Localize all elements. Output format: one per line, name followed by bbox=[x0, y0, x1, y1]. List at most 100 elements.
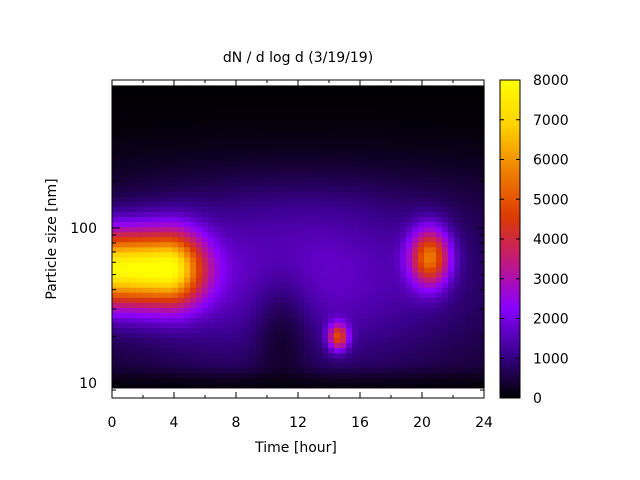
heatmap-cell bbox=[208, 347, 215, 354]
heatmap-cell bbox=[412, 287, 419, 293]
heatmap-cell bbox=[448, 297, 455, 303]
heatmap-cell bbox=[136, 302, 143, 308]
heatmap-cell bbox=[286, 347, 293, 354]
heatmap-cell bbox=[262, 221, 269, 228]
heatmap-cell bbox=[334, 226, 341, 233]
heatmap-cell bbox=[394, 287, 401, 293]
heatmap-cell bbox=[172, 377, 179, 384]
heatmap-cell bbox=[274, 377, 281, 384]
heatmap-cell bbox=[334, 251, 341, 258]
heatmap-cell bbox=[148, 201, 155, 208]
heatmap-cell bbox=[352, 221, 359, 228]
heatmap-cell bbox=[286, 307, 293, 313]
heatmap-cell bbox=[322, 322, 329, 328]
heatmap-cell bbox=[472, 176, 479, 182]
heatmap-cell bbox=[328, 221, 335, 228]
heatmap-cell bbox=[364, 176, 371, 182]
heatmap-cell bbox=[250, 166, 257, 172]
heatmap-cell bbox=[406, 120, 413, 127]
heatmap-cell bbox=[268, 246, 275, 253]
heatmap-cell bbox=[340, 342, 347, 349]
colorbar-tick-label: 4000 bbox=[533, 232, 569, 248]
heatmap-cell bbox=[436, 327, 443, 334]
heatmap-cell bbox=[454, 261, 461, 268]
heatmap-cell bbox=[160, 130, 167, 137]
heatmap-cell bbox=[466, 226, 473, 233]
heatmap-cell bbox=[424, 135, 431, 142]
heatmap-cell bbox=[454, 145, 461, 152]
colorbar-step bbox=[500, 159, 520, 162]
heatmap-cell bbox=[208, 166, 215, 172]
heatmap-cell bbox=[478, 95, 485, 102]
heatmap-cell bbox=[340, 201, 347, 208]
heatmap-cell bbox=[406, 327, 413, 334]
heatmap-cell bbox=[448, 206, 455, 213]
heatmap-cell bbox=[466, 307, 473, 313]
heatmap-cell bbox=[190, 221, 197, 228]
heatmap-cell bbox=[436, 140, 443, 147]
colorbar-tick-label: 2000 bbox=[533, 312, 569, 328]
heatmap-cell bbox=[346, 342, 353, 349]
heatmap-cell bbox=[322, 347, 329, 354]
heatmap-cell bbox=[196, 302, 203, 308]
heatmap-cell bbox=[226, 261, 233, 268]
heatmap-cell bbox=[220, 231, 227, 238]
heatmap-cell bbox=[352, 236, 359, 243]
heatmap-cell bbox=[280, 140, 287, 147]
heatmap-cell bbox=[172, 211, 179, 218]
heatmap-cell bbox=[340, 85, 347, 92]
heatmap-cell bbox=[388, 130, 395, 137]
heatmap-cell bbox=[274, 246, 281, 253]
heatmap-cell bbox=[466, 231, 473, 238]
heatmap-cell bbox=[244, 357, 251, 364]
heatmap-cell bbox=[214, 125, 221, 132]
heatmap-cell bbox=[268, 85, 275, 92]
heatmap-cell bbox=[178, 332, 185, 339]
heatmap-cell bbox=[472, 342, 479, 349]
heatmap-cell bbox=[352, 150, 359, 157]
heatmap-cell bbox=[148, 317, 155, 323]
heatmap-cell bbox=[436, 312, 443, 318]
colorbar-step bbox=[500, 179, 520, 182]
heatmap-cell bbox=[136, 95, 143, 102]
heatmap-cell bbox=[232, 246, 239, 253]
heatmap-cell bbox=[424, 140, 431, 147]
heatmap-cell bbox=[418, 337, 425, 344]
heatmap-cell bbox=[376, 140, 383, 147]
heatmap-cell bbox=[280, 161, 287, 167]
heatmap-cell bbox=[274, 211, 281, 218]
heatmap-cell bbox=[214, 266, 221, 273]
heatmap-cell bbox=[376, 196, 383, 202]
heatmap-cell bbox=[436, 120, 443, 127]
heatmap-cell bbox=[202, 287, 209, 293]
heatmap-cell bbox=[154, 251, 161, 258]
heatmap-cell bbox=[136, 261, 143, 268]
heatmap-cell bbox=[454, 367, 461, 374]
heatmap-cell bbox=[388, 372, 395, 379]
heatmap-cell bbox=[316, 100, 323, 107]
heatmap-cell bbox=[388, 95, 395, 102]
heatmap-cell bbox=[232, 85, 239, 92]
heatmap-cell bbox=[238, 85, 245, 92]
heatmap-cell bbox=[130, 382, 137, 389]
heatmap-cell bbox=[280, 135, 287, 142]
heatmap-cell bbox=[172, 186, 179, 192]
heatmap-cell bbox=[358, 236, 365, 243]
heatmap-cell bbox=[334, 332, 341, 339]
heatmap-cell bbox=[370, 206, 377, 213]
heatmap-cell bbox=[316, 256, 323, 263]
heatmap-cell bbox=[220, 282, 227, 288]
heatmap-cell bbox=[310, 216, 317, 223]
heatmap-cell bbox=[112, 156, 119, 162]
heatmap-cell bbox=[418, 100, 425, 107]
heatmap-cell bbox=[460, 216, 467, 223]
colorbar-step bbox=[500, 143, 520, 147]
heatmap-cell bbox=[376, 85, 383, 92]
heatmap-cell bbox=[406, 226, 413, 233]
heatmap-cell bbox=[340, 216, 347, 223]
heatmap-cell bbox=[160, 357, 167, 364]
heatmap-cell bbox=[394, 216, 401, 223]
heatmap-cell bbox=[196, 382, 203, 389]
heatmap-cell bbox=[364, 171, 371, 177]
heatmap-cell bbox=[304, 140, 311, 147]
